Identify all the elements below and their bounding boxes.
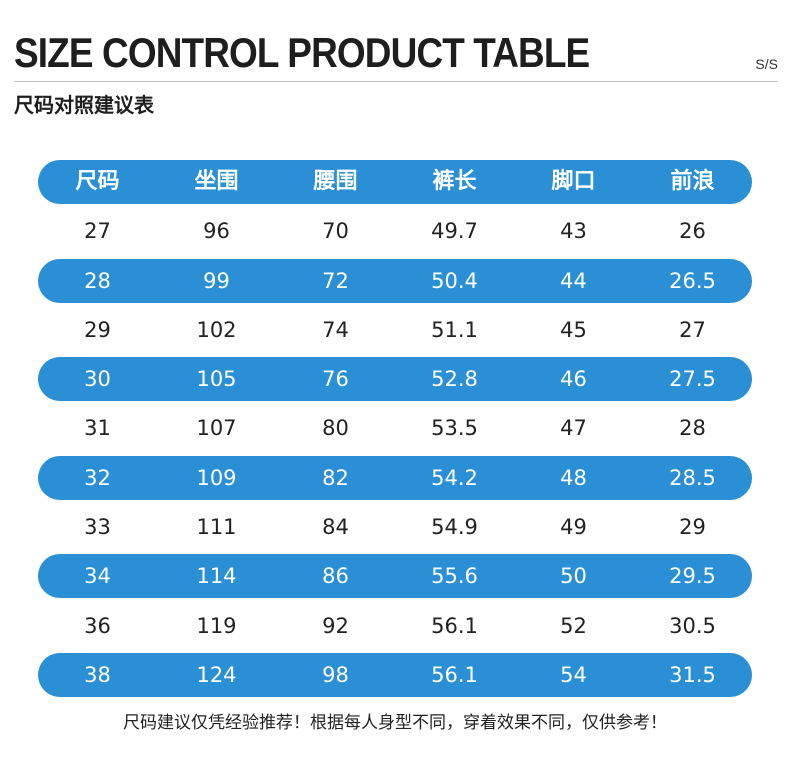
cell-leg-opening: 47	[560, 416, 587, 441]
cell-hip: 105	[196, 367, 237, 392]
column-header-size: 尺码	[75, 169, 120, 194]
cell-size: 33	[84, 515, 111, 540]
cell-length: 56.1	[431, 662, 478, 687]
cell-length: 50.4	[431, 268, 478, 293]
column-header-length: 裤长	[432, 169, 477, 194]
cell-leg-opening: 45	[560, 317, 587, 342]
table-row: 34 114 86 55.6 50 29.5	[38, 554, 752, 599]
cell-front-rise: 29	[679, 515, 706, 540]
cell-waist: 80	[322, 416, 349, 441]
table-row: 38 124 98 56.1 54 31.5	[38, 652, 752, 697]
table-row: 29 102 74 51.1 45 27	[38, 308, 752, 352]
cell-length: 52.8	[431, 367, 478, 392]
cell-waist: 86	[322, 564, 349, 589]
cell-hip: 102	[196, 317, 237, 342]
season-label: S/S	[755, 56, 778, 72]
cell-leg-opening: 50	[560, 564, 587, 589]
size-table: 尺码 坐围 腰围 裤长 脚口 前浪 27 96 70 49.7 43 26 28 99 72 50…	[38, 160, 752, 702]
cell-leg-opening: 52	[560, 613, 587, 638]
cell-size: 32	[84, 465, 111, 490]
cell-size: 38	[84, 662, 111, 687]
cell-front-rise: 28	[679, 416, 706, 441]
cell-waist: 74	[322, 317, 349, 342]
cell-front-rise: 27.5	[669, 367, 716, 392]
cell-length: 56.1	[431, 613, 478, 638]
cell-hip: 96	[203, 219, 230, 244]
page-subtitle: 尺码对照建议表	[14, 93, 154, 117]
cell-leg-opening: 49	[560, 515, 587, 540]
cell-leg-opening: 46	[560, 367, 587, 392]
cell-front-rise: 31.5	[669, 662, 716, 687]
cell-leg-opening: 54	[560, 662, 587, 687]
cell-front-rise: 30.5	[669, 613, 716, 638]
cell-leg-opening: 43	[560, 219, 587, 244]
cell-waist: 82	[322, 465, 349, 490]
cell-hip: 114	[196, 564, 237, 589]
cell-waist: 72	[322, 268, 349, 293]
cell-size: 30	[84, 367, 111, 392]
table-row: 30 105 76 52.8 46 27.5	[38, 357, 752, 402]
table-row: 27 96 70 49.7 43 26	[38, 209, 752, 253]
cell-front-rise: 26	[679, 219, 706, 244]
cell-length: 54.2	[431, 465, 478, 490]
cell-leg-opening: 44	[560, 268, 587, 293]
cell-hip: 109	[196, 465, 237, 490]
cell-size: 27	[84, 219, 111, 244]
column-header-front-rise: 前浪	[670, 169, 715, 194]
cell-size: 31	[84, 416, 111, 441]
cell-waist: 92	[322, 613, 349, 638]
table-row: 31 107 80 53.5 47 28	[38, 406, 752, 450]
table-row: 33 111 84 54.9 49 29	[38, 505, 752, 549]
cell-hip: 119	[196, 613, 237, 638]
cell-size: 29	[84, 317, 111, 342]
cell-waist: 98	[322, 662, 349, 687]
cell-hip: 111	[196, 515, 237, 540]
cell-length: 51.1	[431, 317, 478, 342]
cell-size: 28	[84, 268, 111, 293]
cell-waist: 70	[322, 219, 349, 244]
cell-waist: 84	[322, 515, 349, 540]
cell-waist: 76	[322, 367, 349, 392]
cell-length: 54.9	[431, 515, 478, 540]
cell-hip: 124	[196, 662, 237, 687]
cell-leg-opening: 48	[560, 465, 587, 490]
cell-front-rise: 26.5	[669, 268, 716, 293]
column-header-waist: 腰围	[313, 169, 358, 194]
cell-length: 55.6	[431, 564, 478, 589]
column-header-leg-opening: 脚口	[551, 169, 596, 194]
cell-size: 36	[84, 613, 111, 638]
table-row: 36 119 92 56.1 52 30.5	[38, 604, 752, 648]
table-header-row: 尺码 坐围 腰围 裤长 脚口 前浪	[38, 160, 752, 204]
cell-hip: 107	[196, 416, 237, 441]
table-row: 28 99 72 50.4 44 26.5	[38, 258, 752, 303]
cell-length: 53.5	[431, 416, 478, 441]
cell-front-rise: 27	[679, 317, 706, 342]
cell-front-rise: 28.5	[669, 465, 716, 490]
footer-note: 尺码建议仅凭经验推荐！根据每人身型不同，穿着效果不同，仅供参考！	[123, 713, 667, 733]
title-divider	[14, 81, 778, 82]
cell-length: 49.7	[431, 219, 478, 244]
page-title: SIZE CONTROL PRODUCT TABLE	[14, 29, 590, 76]
column-header-hip: 坐围	[194, 169, 239, 194]
cell-size: 34	[84, 564, 111, 589]
cell-hip: 99	[203, 268, 230, 293]
table-row: 32 109 82 54.2 48 28.5	[38, 455, 752, 500]
cell-front-rise: 29.5	[669, 564, 716, 589]
